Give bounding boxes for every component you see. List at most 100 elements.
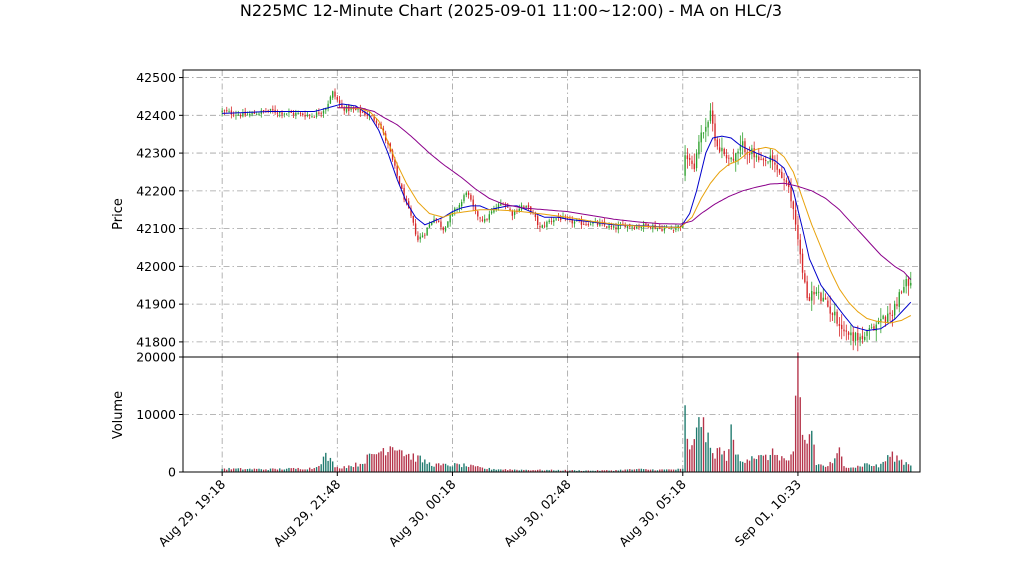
candle-body [290, 111, 292, 113]
volume-bar [866, 463, 868, 472]
candle-body [341, 103, 343, 108]
candle-body [695, 153, 698, 169]
volume-bar [610, 470, 613, 472]
candle-body [592, 222, 594, 224]
volume-bar [479, 467, 481, 472]
candle-body [808, 297, 811, 301]
candle-body [640, 226, 643, 229]
candle-body [718, 147, 721, 152]
volume-bar [730, 424, 732, 472]
volume-bar [873, 465, 875, 472]
volume-bar [396, 450, 398, 472]
volume-bar [718, 447, 721, 472]
candle-body [553, 220, 555, 223]
candle-body [325, 109, 327, 111]
volume-bar [366, 454, 368, 472]
candle-body [345, 106, 348, 112]
candle-body [276, 112, 279, 114]
volume-bar [783, 458, 785, 472]
volume-bar [728, 449, 730, 472]
volume-bar [684, 405, 686, 472]
candle-body [735, 153, 737, 162]
volume-bar [530, 470, 532, 472]
candle-body [251, 112, 253, 115]
volume-tick-label: 10000 [136, 407, 176, 422]
volume-bar [677, 468, 679, 472]
volume-bar [228, 467, 230, 472]
volume-bar [599, 470, 601, 472]
candle-body [836, 311, 838, 324]
candle-body [507, 206, 509, 208]
candle-body [435, 218, 438, 221]
volume-bar [348, 465, 350, 472]
candle-body [523, 206, 525, 208]
candle-body [774, 162, 776, 165]
volume-bar [242, 469, 244, 472]
candle-body [410, 208, 412, 216]
candle-body [817, 291, 820, 293]
volume-bar [373, 454, 375, 472]
volume-bar [488, 467, 491, 472]
candle-body [797, 224, 799, 240]
volume-bar [431, 465, 433, 472]
volume-bar [308, 467, 311, 472]
volume-bar [891, 451, 894, 472]
candle-body [230, 110, 233, 115]
candle-body [320, 112, 322, 114]
volume-bar [608, 470, 610, 472]
volume-bar [751, 456, 753, 472]
candle-body [497, 204, 500, 208]
volume-bar [806, 443, 808, 472]
candle-body [297, 113, 299, 114]
price-tick-label: 42500 [136, 70, 176, 85]
volume-bar [870, 466, 873, 472]
candle-body [403, 187, 405, 200]
candle-body [536, 216, 539, 226]
volume-bar [679, 468, 682, 472]
volume-bar [767, 460, 769, 472]
candle-body [813, 291, 815, 295]
candle-body [474, 206, 477, 212]
candle-body [338, 100, 341, 104]
candle-body [659, 227, 661, 229]
candle-body [829, 306, 831, 314]
candle-body [806, 281, 808, 298]
candle-body [304, 115, 306, 117]
volume-bar [239, 468, 242, 472]
candle-body [292, 112, 295, 115]
volume-bar [433, 466, 435, 472]
volume-bar [652, 469, 654, 472]
candle-body [850, 332, 852, 336]
candle-body [525, 206, 527, 208]
volume-bar [857, 465, 859, 472]
candle-body [764, 159, 767, 161]
volume-bar [564, 469, 567, 472]
volume-bar [762, 455, 765, 472]
volume-bar [769, 454, 771, 472]
volume-bar [824, 466, 827, 472]
volume-bar [329, 457, 332, 472]
candle-body [467, 192, 470, 195]
volume-bar [555, 470, 557, 472]
candle-body [760, 159, 762, 160]
volume-bar [898, 460, 900, 472]
candle-body [877, 321, 880, 324]
volume-bar [357, 466, 359, 472]
candle-body [831, 313, 834, 315]
candle-body [801, 253, 804, 273]
volume-bar [541, 470, 543, 472]
candle-body [484, 218, 486, 222]
candle-body [279, 111, 281, 114]
candle-body [322, 110, 325, 114]
candle-body [647, 224, 649, 228]
candle-body [315, 112, 318, 117]
volume-bar [251, 469, 253, 472]
volume-bar [755, 459, 758, 472]
volume-bar [735, 454, 737, 472]
volume-bar [822, 465, 824, 472]
ma-fast-line [222, 103, 912, 332]
volume-bar [910, 465, 912, 472]
volume-bar [583, 470, 585, 472]
volume-bar [292, 467, 295, 472]
